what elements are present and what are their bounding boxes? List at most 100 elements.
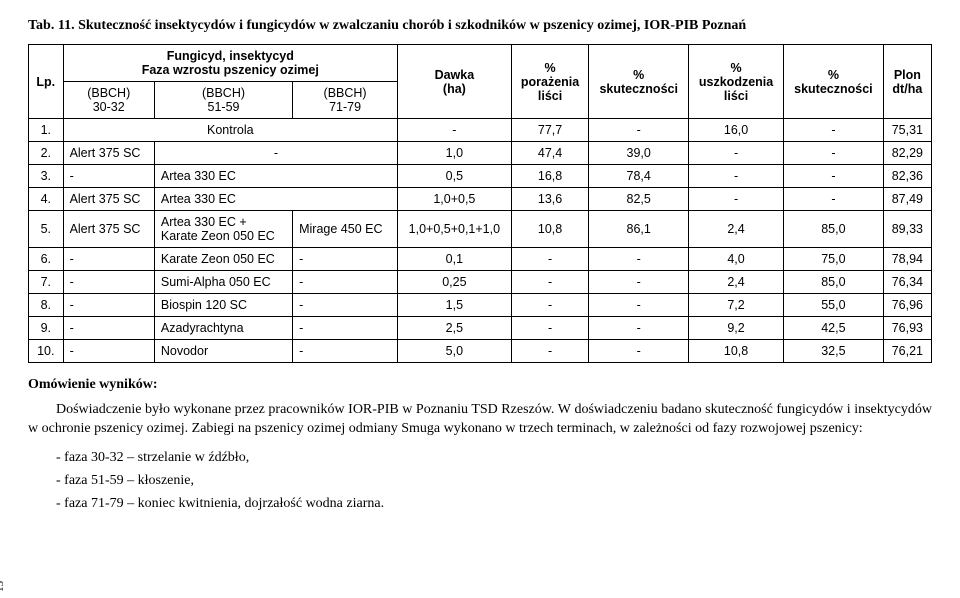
cell-s1: - [589,119,689,142]
cell-bbch2: Novodor [154,340,292,363]
cell-usz: 10,8 [689,340,784,363]
cell-usz: - [689,165,784,188]
th-porazenie: %porażenialiści [511,45,589,119]
cell-s1: - [589,340,689,363]
cell-bbch3: - [293,294,398,317]
table-row: 6.-Karate Zeon 050 EC-0,1--4,075,078,94 [29,248,932,271]
th-lp: Lp. [29,45,64,119]
th-skut1: %skuteczności [589,45,689,119]
cell-s2: - [784,142,884,165]
cell-por: 13,6 [511,188,589,211]
cell-lp: 2. [29,142,64,165]
cell-s2: 75,0 [784,248,884,271]
th-dawka: Dawka(ha) [398,45,512,119]
cell-por: - [511,271,589,294]
table-row: 5.Alert 375 SCArtea 330 EC +Karate Zeon … [29,211,932,248]
th-uszk: %uszkodzenialiści [689,45,784,119]
th-bbch3: (BBCH)71-79 [293,82,398,119]
cell-dawka: 0,5 [398,165,512,188]
discussion-p1: Doświadczenie było wykonane przez pracow… [28,401,932,439]
table-caption: Tab. 11. Skuteczność insektycydów i fung… [28,18,932,34]
cell-bbch1: - [63,317,154,340]
cell-plon: 76,96 [883,294,931,317]
cell-s2: - [784,119,884,142]
cell-plon: 76,21 [883,340,931,363]
cell-dawka: - [398,119,512,142]
cell-s1: 82,5 [589,188,689,211]
cell-por: 77,7 [511,119,589,142]
cell-lp: 1. [29,119,64,142]
cell-lp: 9. [29,317,64,340]
cell-treatment: Kontrola [63,119,397,142]
cell-usz: 16,0 [689,119,784,142]
cell-lp: 6. [29,248,64,271]
cell-bbch1: - [63,294,154,317]
cell-lp: 7. [29,271,64,294]
cell-bbch1: - [63,271,154,294]
cell-s1: 39,0 [589,142,689,165]
cell-s2: 55,0 [784,294,884,317]
cell-por: 10,8 [511,211,589,248]
th-skut2: %skuteczności [784,45,884,119]
cell-usz: 2,4 [689,211,784,248]
cell-s2: 85,0 [784,271,884,294]
cell-usz: 4,0 [689,248,784,271]
cell-bbch1: Alert 375 SC [63,211,154,248]
bullet-1: - faza 30-32 – strzelanie w źdźbło, [56,447,932,468]
cell-lp: 3. [29,165,64,188]
table-row: 3.-Artea 330 EC0,516,878,4--82,36 [29,165,932,188]
data-table: Lp. Fungicyd, insektycydFaza wzrostu psz… [28,44,932,363]
th-bbch1: (BBCH)30-32 [63,82,154,119]
cell-por: 47,4 [511,142,589,165]
cell-lp: 4. [29,188,64,211]
cell-dawka: 0,25 [398,271,512,294]
cell-plon: 87,49 [883,188,931,211]
cell-por: - [511,317,589,340]
cell-bbch3: - [293,317,398,340]
cell-plon: 89,33 [883,211,931,248]
cell-bbch3: - [293,271,398,294]
cell-plon: 76,93 [883,317,931,340]
cell-lp: 10. [29,340,64,363]
cell-lp: 8. [29,294,64,317]
cell-dawka: 1,0 [398,142,512,165]
cell-s1: 78,4 [589,165,689,188]
cell-usz: 9,2 [689,317,784,340]
cell-bbch1: - [63,248,154,271]
cell-plon: 78,94 [883,248,931,271]
discussion-title: Omówienie wyników: [28,377,932,393]
cell-bbch1: - [63,165,154,188]
cell-plon: 82,29 [883,142,931,165]
th-plon: Plondt/ha [883,45,931,119]
discussion-body: Doświadczenie było wykonane przez pracow… [28,401,932,514]
cell-lp: 5. [29,211,64,248]
table-row: 10.-Novodor-5,0--10,832,576,21 [29,340,932,363]
cell-s1: 86,1 [589,211,689,248]
cell-usz: 2,4 [689,271,784,294]
th-bbch2: (BBCH)51-59 [154,82,292,119]
cell-bbch3: - [293,248,398,271]
cell-s1: - [589,248,689,271]
cell-dawka: 5,0 [398,340,512,363]
cell-dawka: 0,1 [398,248,512,271]
cell-usz: - [689,142,784,165]
cell-plon: 82,36 [883,165,931,188]
cell-s2: 42,5 [784,317,884,340]
cell-dawka: 1,0+0,5 [398,188,512,211]
cell-s2: - [784,188,884,211]
th-group: Fungicyd, insektycydFaza wzrostu pszenic… [63,45,397,82]
cell-bbch1: Alert 375 SC [63,142,154,165]
page-number: 15 [0,581,6,592]
table-row: 8.-Biospin 120 SC-1,5--7,255,076,96 [29,294,932,317]
cell-bbch2: Azadyrachtyna [154,317,292,340]
cell-dawka: 2,5 [398,317,512,340]
cell-dawka: 1,5 [398,294,512,317]
cell-plon: 75,31 [883,119,931,142]
cell-s1: - [589,317,689,340]
cell-bbch2: Karate Zeon 050 EC [154,248,292,271]
cell-bbch1: Alert 375 SC [63,188,154,211]
table-row: 1.Kontrola-77,7-16,0-75,31 [29,119,932,142]
cell-s1: - [589,294,689,317]
cell-por: - [511,340,589,363]
cell-usz: 7,2 [689,294,784,317]
